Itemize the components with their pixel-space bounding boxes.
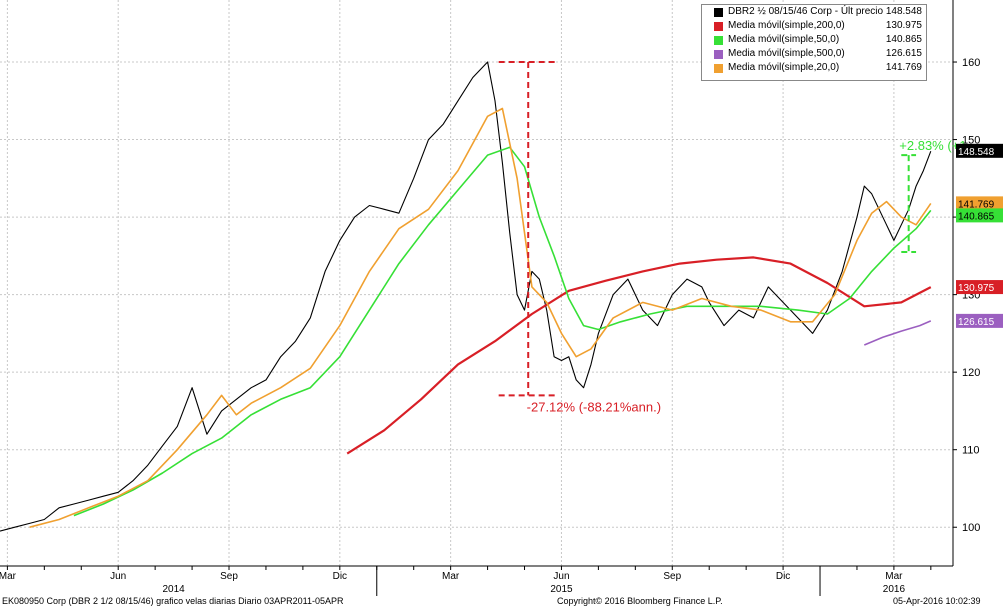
legend-swatch <box>714 36 723 45</box>
legend-value: 148.548 <box>885 6 922 17</box>
legend-swatch <box>714 64 723 73</box>
y-tick-label: 120 <box>962 367 980 379</box>
series-line <box>346 256 932 455</box>
footer-copyright: Copyright© 2016 Bloomberg Finance L.P. <box>557 596 723 606</box>
x-tick-label: Jun <box>553 571 569 582</box>
legend-swatch <box>714 22 723 31</box>
legend-value: 141.769 <box>885 62 922 73</box>
legend-value: 140.865 <box>885 34 922 45</box>
annotations: -27.12% (-88.21%ann.) +2.83% (+1 <box>498 61 967 414</box>
legend-value: 126.615 <box>885 48 922 59</box>
value-label-box <box>956 208 1003 223</box>
series-line <box>0 61 932 532</box>
y-tick-label: 100 <box>962 522 980 534</box>
gridlines <box>0 0 953 566</box>
legend-name: Media móvil(simple,200,0) <box>728 20 845 31</box>
year-label: 2014 <box>162 584 185 595</box>
series-layer <box>0 61 932 532</box>
value-label-box <box>956 313 1003 328</box>
value-label-box <box>956 143 1003 158</box>
series-line <box>73 146 932 517</box>
legend-name: DBR2 ½ 08/15/46 Corp - Últ precio <box>728 6 884 17</box>
x-axis: Mar Jun Sep Dic Mar Jun Sep Dic Mar 2014 2015 2016 <box>0 565 953 596</box>
value-label: 141.769 <box>958 199 995 210</box>
legend-entry: Media móvil(simple,20,0) 141.769 <box>702 61 926 75</box>
footer-left: EK080950 Corp (DBR 2 1/2 08/15/46) grafi… <box>2 596 344 606</box>
value-label: 130.975 <box>958 283 995 294</box>
y-tick-label: 160 <box>962 57 980 69</box>
x-tick-label: Sep <box>663 571 681 582</box>
legend-swatch <box>714 50 723 59</box>
year-label: 2015 <box>550 584 573 595</box>
legend-swatch <box>714 8 723 17</box>
x-tick-label: Mar <box>442 571 460 582</box>
series-line <box>863 320 932 346</box>
series-line <box>29 107 932 528</box>
legend-entry: Media móvil(simple,200,0) 130.975 <box>702 19 926 33</box>
value-label: 148.548 <box>958 147 995 158</box>
legend-name: Media móvil(simple,50,0) <box>728 34 840 45</box>
y-tick-label: 150 <box>962 135 980 147</box>
legend-name: Media móvil(simple,500,0) <box>728 48 845 59</box>
x-tick-label: Mar <box>0 571 17 582</box>
x-tick-label: Mar <box>885 571 903 582</box>
value-label: 140.865 <box>958 211 995 222</box>
value-label: 126.615 <box>958 317 995 328</box>
x-tick-label: Dic <box>333 571 347 582</box>
year-label: 2016 <box>883 584 906 595</box>
legend: DBR2 ½ 08/15/46 Corp - Últ precio 148.548… <box>701 4 927 81</box>
x-tick-label: Sep <box>220 571 238 582</box>
value-label-box <box>956 280 1003 295</box>
footer-timestamp: 05-Apr-2016 10:02:39 <box>893 596 981 606</box>
annotation-label: +2.83% (+1 <box>899 138 966 153</box>
legend-name: Media móvil(simple,20,0) <box>728 62 840 73</box>
x-tick-label: Jun <box>110 571 126 582</box>
value-label-box <box>956 196 1003 211</box>
x-tick-label: Dic <box>776 571 790 582</box>
legend-entry: Media móvil(simple,500,0) 126.615 <box>702 47 926 61</box>
legend-value: 130.975 <box>885 20 922 31</box>
legend-entry: Media móvil(simple,50,0) 140.865 <box>702 33 926 47</box>
annotation-label: -27.12% (-88.21%ann.) <box>527 399 661 414</box>
legend-entry: DBR2 ½ 08/15/46 Corp - Últ precio 148.548 <box>702 5 926 19</box>
y-tick-label: 110 <box>962 445 980 457</box>
